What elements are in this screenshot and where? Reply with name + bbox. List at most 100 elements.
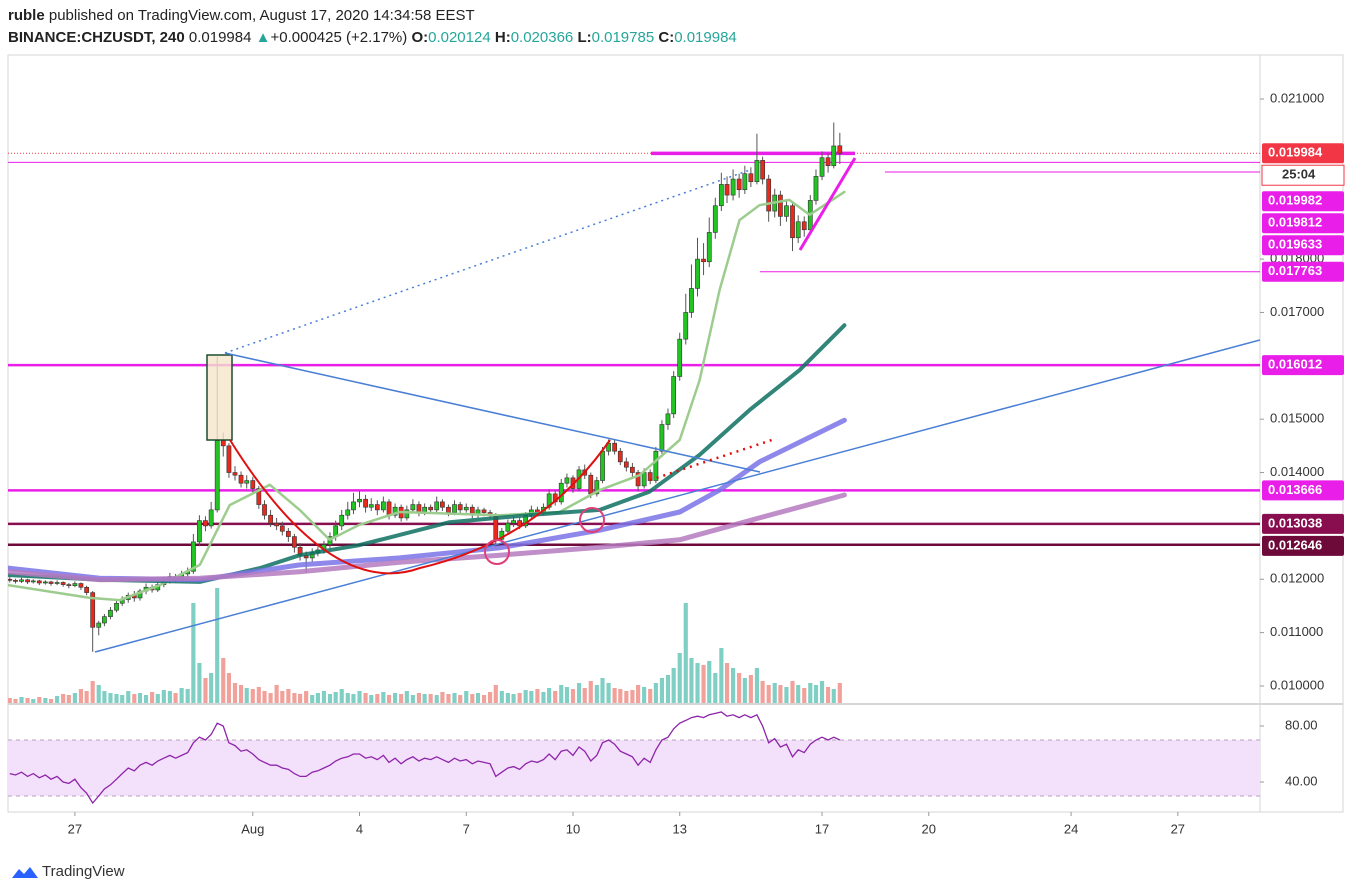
- candle-body: [778, 194, 783, 217]
- candle-body: [784, 205, 789, 217]
- candle-body: [357, 498, 362, 503]
- level-label-box: [1262, 235, 1344, 256]
- x-tick-label: 20: [922, 821, 936, 836]
- candle-body: [457, 504, 463, 511]
- volume-bar: [618, 689, 623, 703]
- candle-body: [214, 440, 220, 511]
- volume-bar: [724, 663, 730, 703]
- volume-bar: [381, 692, 386, 703]
- level-label-box: [1262, 355, 1344, 376]
- volume-bar: [559, 685, 564, 703]
- volume-bar: [440, 692, 445, 703]
- level-label: 0.019633: [1268, 237, 1322, 252]
- logo-icon: [12, 867, 38, 878]
- candle-body: [730, 178, 736, 196]
- candle-body: [440, 501, 445, 508]
- triangle-line: [798, 157, 857, 251]
- level-label: 0.013038: [1268, 515, 1322, 530]
- box: [206, 354, 233, 441]
- volume-bar: [209, 673, 214, 703]
- level-label-box: [1262, 191, 1344, 212]
- volume-bar: [796, 685, 801, 703]
- candle-body: [392, 506, 398, 516]
- candle-body: [623, 461, 629, 468]
- candle-body: [600, 450, 605, 481]
- volume-bar: [624, 691, 629, 703]
- candle-body: [363, 498, 368, 508]
- volume-bar: [48, 699, 54, 703]
- moving-average: [8, 190, 846, 602]
- rsi-tick-label: 80.00: [1285, 717, 1318, 732]
- level-label-box: [1262, 261, 1344, 282]
- volume-bar: [606, 683, 611, 703]
- candle-body: [706, 232, 712, 263]
- candle-body: [594, 480, 600, 495]
- candle-body: [274, 522, 279, 527]
- x-tick-label: 13: [672, 821, 686, 836]
- volume-bar: [226, 673, 232, 703]
- volume-bar: [61, 694, 66, 703]
- volume-bar: [428, 694, 433, 703]
- volume-bar: [588, 681, 593, 703]
- level-label: 0.017763: [1268, 263, 1322, 278]
- volume-bar: [683, 603, 688, 703]
- level-label: 0.019812: [1268, 215, 1322, 230]
- candle-body: [30, 580, 36, 583]
- x-tick-label: 27: [68, 821, 82, 836]
- volume-bar: [642, 687, 647, 703]
- volume-bar: [772, 683, 777, 703]
- candle-body: [712, 205, 718, 233]
- y-tick-label: 0.012000: [1270, 571, 1324, 586]
- candle-body: [837, 145, 843, 154]
- candle-body: [718, 184, 724, 207]
- change-arrow: ▲: [256, 29, 271, 46]
- volume-bar: [310, 695, 315, 703]
- volume-bar: [232, 683, 238, 703]
- candle-body: [630, 466, 635, 473]
- y-tick-label: 0.010000: [1270, 677, 1324, 692]
- x-tick-label: 17: [815, 821, 829, 836]
- candle-body: [813, 176, 819, 201]
- candle-body: [724, 184, 730, 196]
- volume-bar: [315, 693, 320, 703]
- drawings: [94, 157, 1260, 653]
- volume-bar: [748, 675, 753, 703]
- level-label: 0.019982: [1268, 193, 1322, 208]
- volume-bar: [475, 693, 481, 703]
- candle-body: [96, 622, 102, 628]
- candle-body: [677, 338, 683, 377]
- volume-bar: [173, 693, 178, 703]
- trend-line: [224, 352, 761, 473]
- volume-bar: [742, 678, 747, 703]
- candle-body: [790, 205, 795, 239]
- volume-bar: [790, 681, 795, 703]
- header-line-2: BINANCE:CHZUSDT, 240 0.019984 ▲+0.000425…: [8, 29, 737, 46]
- volume-bar: [102, 691, 107, 703]
- candle-body: [463, 506, 469, 511]
- level-label: 0.016012: [1268, 357, 1322, 372]
- candle-body: [742, 173, 748, 191]
- volume-bar: [778, 685, 783, 703]
- volume-bar: [766, 685, 771, 703]
- candle-body: [410, 504, 416, 511]
- candle-body: [374, 504, 380, 511]
- volume-bar: [570, 689, 576, 703]
- logo: TradingView: [12, 863, 125, 880]
- volume-bar: [636, 685, 641, 703]
- x-tick-label: 24: [1064, 821, 1078, 836]
- candle-body: [345, 509, 351, 516]
- candle-body: [25, 579, 30, 583]
- candle-body: [766, 178, 772, 212]
- y-tick-label: 0.011000: [1270, 624, 1323, 639]
- volume-bar: [612, 688, 617, 703]
- volume-bar: [819, 681, 825, 703]
- level-label-box: [1262, 213, 1344, 234]
- candle-body: [108, 609, 113, 617]
- circle: [484, 539, 510, 565]
- volume-bar: [493, 685, 498, 703]
- volume-bar: [327, 694, 333, 703]
- y-tick-label: 0.015000: [1270, 411, 1324, 426]
- volume-bar: [446, 694, 451, 703]
- volume-bar: [155, 694, 160, 703]
- volume-bar: [600, 678, 605, 703]
